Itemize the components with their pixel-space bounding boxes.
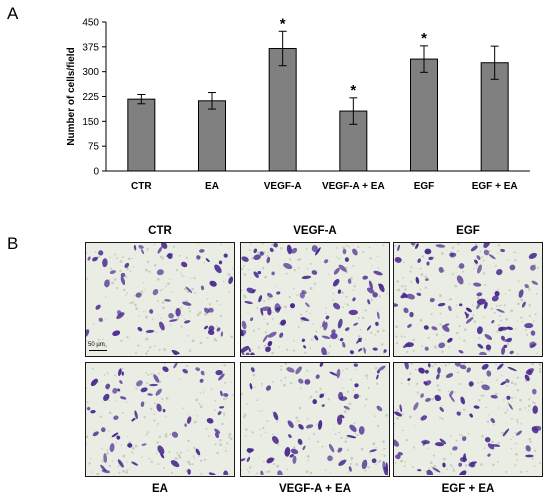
micrograph-image xyxy=(241,243,388,355)
micrograph-image xyxy=(394,243,541,355)
micrograph-egf-plus-ea xyxy=(393,362,543,477)
y-tick-label: 150 xyxy=(82,117,99,128)
micrograph-image xyxy=(241,363,388,475)
panel-a-label: A xyxy=(7,4,19,23)
y-tick-label: 450 xyxy=(82,18,99,29)
micrograph-label-ctr: CTR xyxy=(148,225,172,237)
x-tick-label: EA xyxy=(205,181,219,192)
bar-chart: 0 75 150 225 300 375 450 Number of cells/field C… xyxy=(66,15,530,192)
x-tick-label: VEGF-A xyxy=(264,181,302,192)
bar xyxy=(410,58,438,172)
x-tick-label: VEGF-A + EA xyxy=(322,181,385,192)
y-tick-label: 375 xyxy=(82,42,99,53)
micrograph-ea xyxy=(85,362,235,477)
x-tick-label: EGF + EA xyxy=(472,181,518,192)
micrograph-vegf-a xyxy=(240,242,390,357)
micrograph-label-vegf-a-plus-ea: VEGF-A + EA xyxy=(278,483,352,495)
bar xyxy=(268,47,297,172)
micrograph-label-vegf-a: VEGF-A xyxy=(293,225,337,237)
scale-bar-label: 50 µm xyxy=(88,342,105,348)
x-tick-label: EGF xyxy=(414,181,435,192)
x-tick-label: CTR xyxy=(131,181,152,192)
micrograph-ctr: 50 µm xyxy=(85,242,235,357)
micrograph-label-ea: EA xyxy=(152,483,168,495)
y-tick-label: 75 xyxy=(88,142,100,153)
micrograph-image xyxy=(86,243,233,355)
significance-marker: * xyxy=(421,30,427,47)
scale-bar xyxy=(89,349,107,351)
micrograph-label-egf-plus-ea: EGF + EA xyxy=(441,483,495,495)
y-tick-label: 225 xyxy=(82,92,99,103)
micrograph-label-egf: EGF xyxy=(456,225,480,237)
y-axis-label: Number of cells/field xyxy=(66,47,77,145)
bar xyxy=(127,98,156,172)
y-tick-label: 300 xyxy=(82,67,99,78)
significance-marker: * xyxy=(350,82,356,99)
micrograph-image xyxy=(86,363,233,475)
significance-marker: * xyxy=(280,15,286,32)
micrograph-vegf-a-plus-ea xyxy=(240,362,390,477)
micrograph-image xyxy=(394,363,541,475)
micrograph-egf xyxy=(393,242,543,357)
bar xyxy=(198,100,226,172)
panel-b-label: B xyxy=(7,234,19,253)
bar xyxy=(480,62,509,172)
y-tick-label: 0 xyxy=(93,167,99,178)
